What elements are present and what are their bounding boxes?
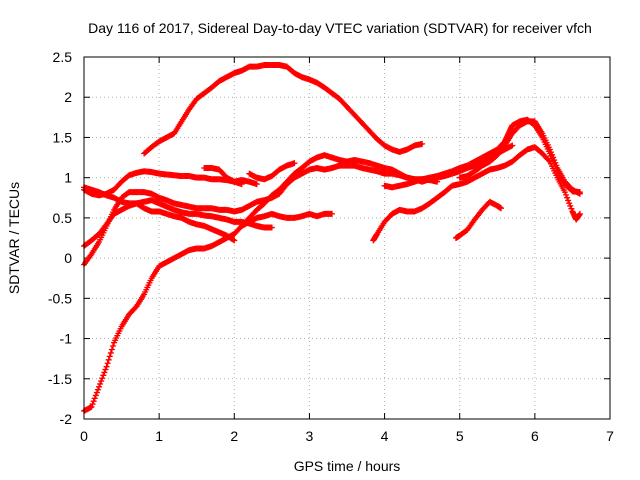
data-point-marker [576,210,583,217]
data-point-marker [328,210,335,217]
data-point-marker [568,205,575,212]
data-point-marker [106,353,113,360]
data-point-marker [104,360,111,367]
data-point-marker [92,392,99,399]
x-axis-title: GPS time / hours [294,458,401,474]
data-point-marker [562,191,569,198]
data-points [81,62,583,414]
data-point-marker [238,181,245,188]
series-arc-bump-1.1 [246,160,298,183]
data-point-marker [231,237,238,244]
data-point-marker [509,142,516,149]
series-arc-high-peak [141,62,426,157]
y-tick-label: -1 [60,331,73,347]
data-point-marker [93,389,100,396]
x-tick-label: 4 [381,428,389,444]
series-arc-descending-to-half [81,184,275,231]
series-arc-late-low [452,198,505,241]
x-tick-label: 7 [606,428,614,444]
x-tick-label: 2 [230,428,238,444]
y-tick-label: 0 [64,250,72,266]
data-point-marker [103,363,110,370]
data-point-marker [88,403,95,410]
y-tick-label: 2 [64,89,72,105]
y-axis-title: SDTVAR / TECUs [6,182,22,294]
y-tick-label: 1.5 [53,129,73,145]
data-point-marker [91,395,98,402]
data-point-marker [109,343,116,350]
data-point-marker [498,205,505,212]
x-tick-label: 5 [456,428,464,444]
data-point-marker [291,160,298,167]
data-point-marker [101,369,108,376]
data-point-marker [419,140,426,147]
plot-frame [83,56,611,420]
axis-ticks: 0 1 2 3 4 5 6 7 -2 -1.5 -1 -0.5 0 0.5 1 1.5 2 2.5 [48,49,614,444]
y-tick-label: 1 [64,170,72,186]
data-point-marker [230,236,237,243]
grid [84,57,610,419]
series-arc-low-late [370,144,583,244]
data-point-marker [90,398,97,405]
data-point-marker [108,346,115,353]
data-point-marker [564,194,571,201]
series-arc-low-rising [81,200,238,250]
y-tick-label: 2.5 [53,49,73,65]
y-tick-label: -1.5 [48,371,72,387]
y-tick-label: -2 [60,411,73,427]
data-point-marker [545,157,552,164]
data-point-marker [268,224,275,231]
chart-title: Day 116 of 2017, Sidereal Day-to-day VTE… [88,20,592,36]
data-point-marker [561,189,568,196]
y-tick-label: -0.5 [48,290,72,306]
x-tick-label: 6 [531,428,539,444]
series-arc-rising-from-minus-2 [81,210,335,414]
data-point-marker [102,366,109,373]
data-point-marker [566,200,573,207]
y-tick-label: 0.5 [53,210,73,226]
data-point-marker [567,202,574,209]
x-tick-label: 3 [306,428,314,444]
data-point-marker [107,349,114,356]
data-point-marker [565,197,572,204]
data-point-marker [99,375,106,382]
series-arc-mid-rising [201,165,245,188]
data-point-marker [253,181,260,188]
data-point-marker [98,378,105,385]
data-point-marker [576,190,583,197]
data-point-marker [100,372,107,379]
x-tick-label: 0 [80,428,88,444]
data-point-marker [97,380,104,387]
x-tick-label: 1 [155,428,163,444]
data-point-marker [94,386,101,393]
data-point-marker [89,401,96,408]
data-point-marker [96,383,103,390]
series-arc-late-upper [456,118,583,197]
data-point-marker [105,356,112,363]
